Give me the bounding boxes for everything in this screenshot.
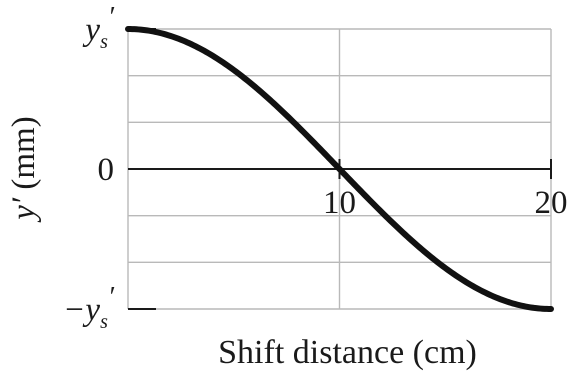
y-axis-label: y′ (mm) bbox=[6, 116, 42, 222]
x-tick-label: 10 bbox=[323, 185, 356, 221]
series bbox=[125, 26, 554, 312]
y-tick-label: ys′ bbox=[82, 2, 114, 53]
x-axis-label: Shift distance (cm) bbox=[218, 334, 477, 371]
y-tick-label: 0 bbox=[98, 152, 115, 188]
series-line bbox=[125, 26, 554, 312]
labels: 10 20 −ys′ 0 ys′ Shift distance (cm) y′ (mm) bbox=[6, 2, 568, 371]
x-tick-label: 20 bbox=[535, 185, 568, 221]
y-tick-label: −ys′ bbox=[63, 282, 115, 333]
